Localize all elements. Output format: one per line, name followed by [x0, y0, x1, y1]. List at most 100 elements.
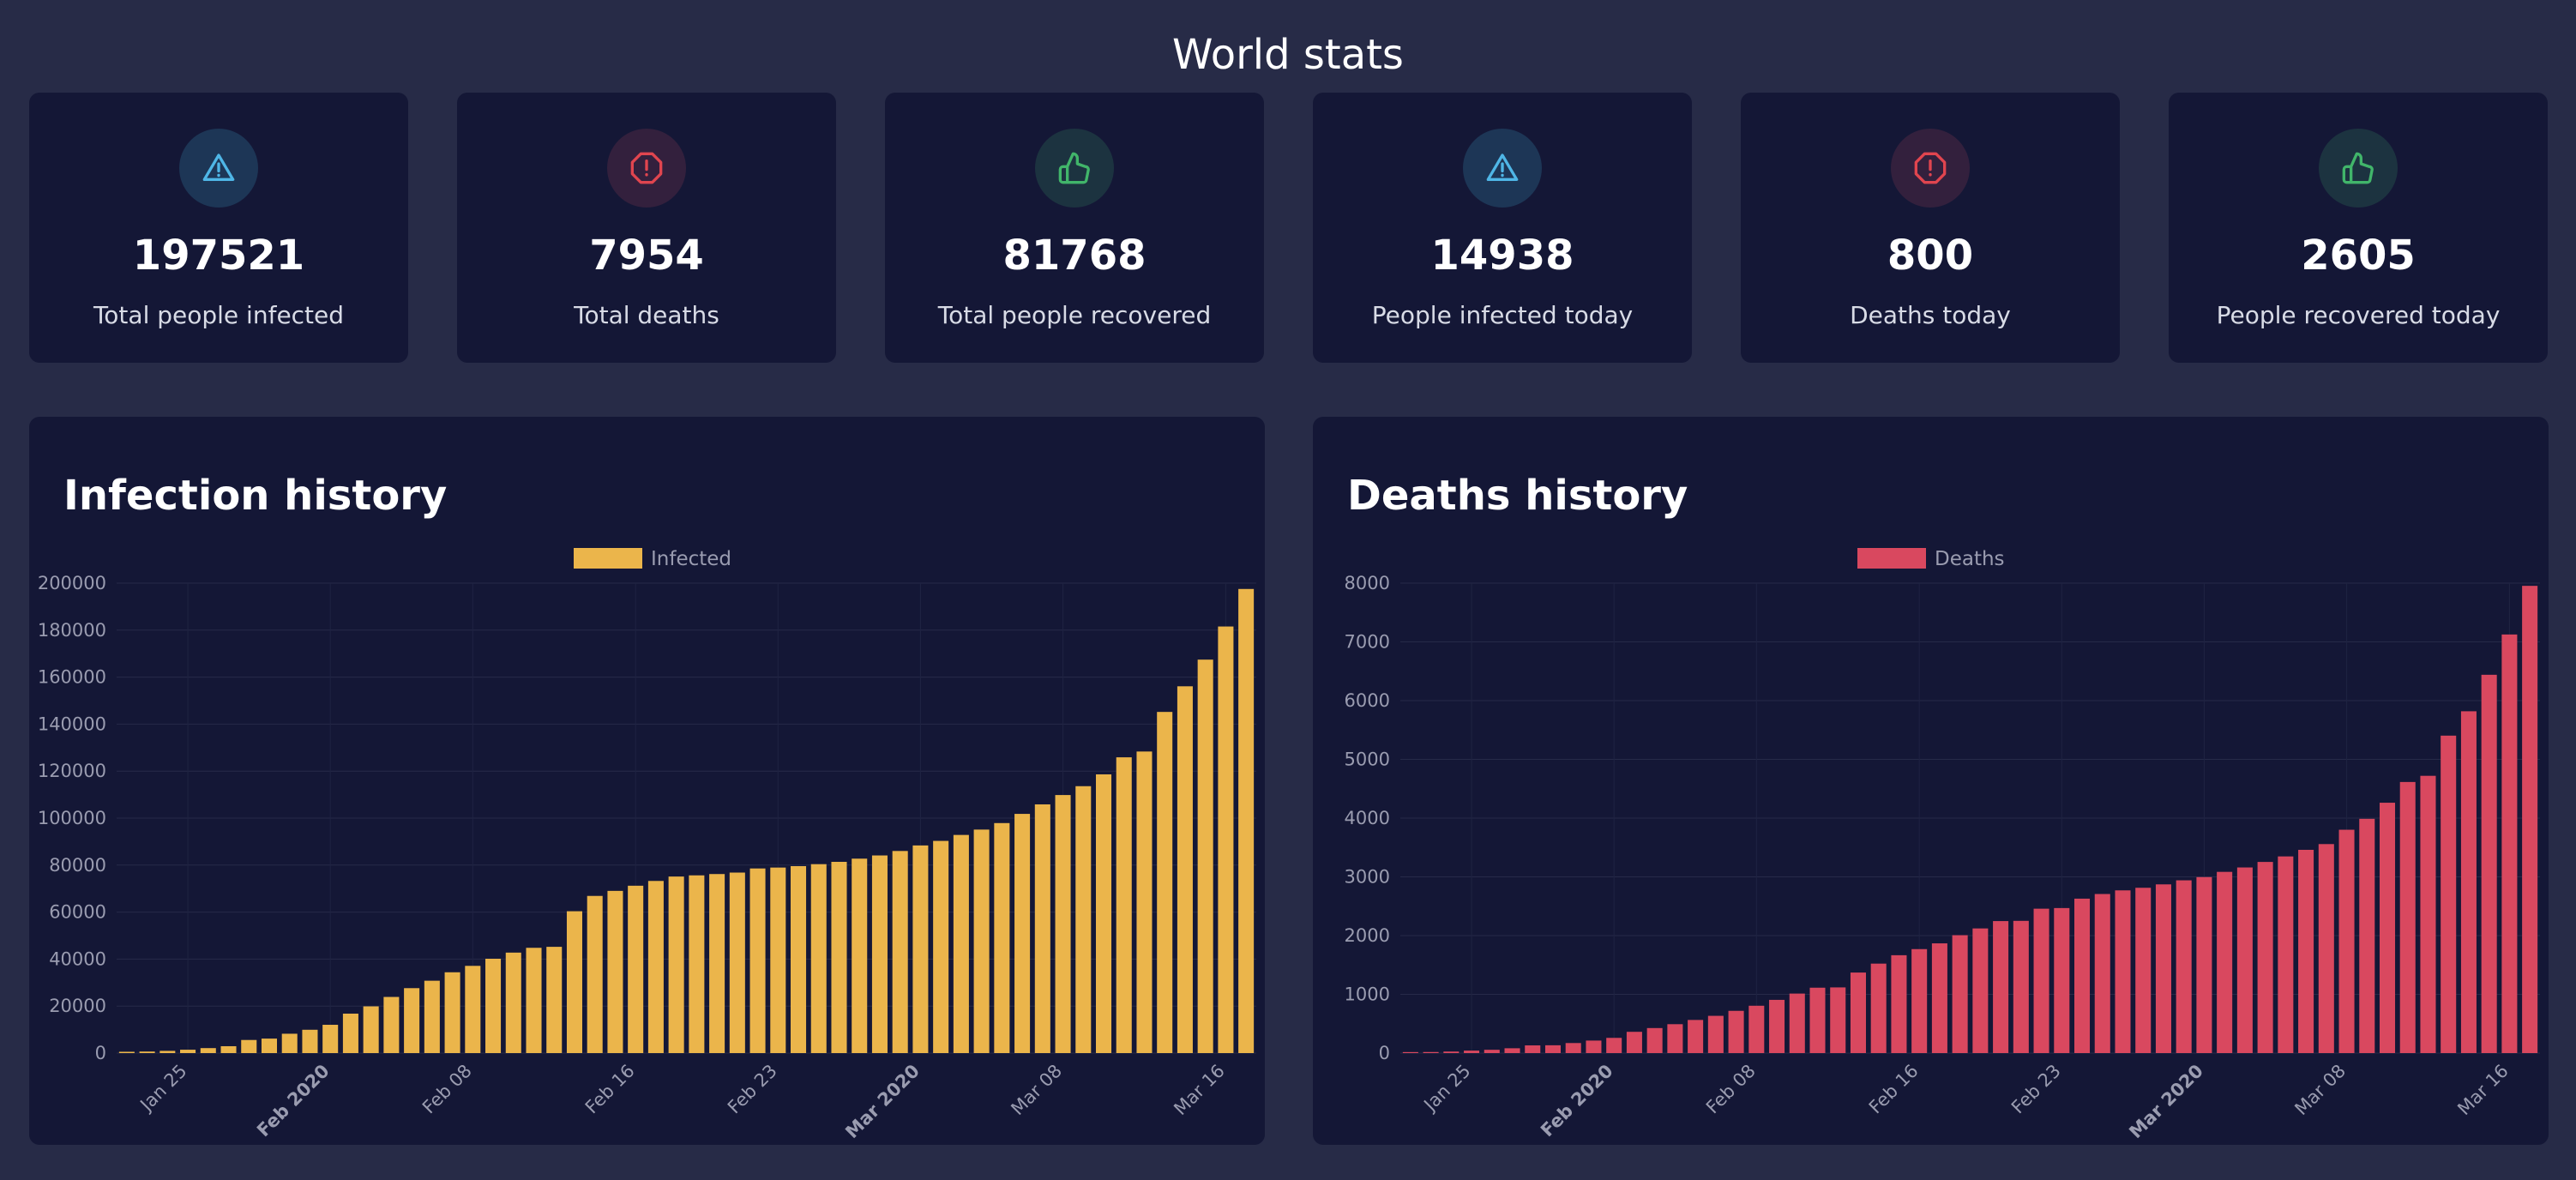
bar[interactable]	[2501, 634, 2518, 1053]
bar[interactable]	[220, 1045, 237, 1053]
bar[interactable]	[526, 948, 542, 1053]
bar[interactable]	[1850, 972, 1866, 1053]
bar[interactable]	[1646, 1027, 1663, 1053]
bar[interactable]	[1157, 712, 1173, 1053]
bar[interactable]	[1993, 921, 2009, 1053]
bar[interactable]	[994, 822, 1010, 1053]
bar[interactable]	[770, 867, 786, 1053]
bar[interactable]	[2094, 894, 2110, 1053]
legend-label[interactable]: Infected	[651, 548, 731, 570]
bar[interactable]	[322, 1025, 339, 1053]
bar[interactable]	[1014, 814, 1031, 1053]
bar[interactable]	[2176, 880, 2192, 1053]
bar[interactable]	[1728, 1010, 1744, 1053]
bar[interactable]	[831, 861, 847, 1053]
legend-label[interactable]: Deaths	[1935, 548, 2005, 570]
bar[interactable]	[241, 1039, 257, 1053]
bar[interactable]	[302, 1029, 318, 1053]
bar[interactable]	[200, 1048, 216, 1053]
bar[interactable]	[566, 911, 582, 1053]
bar[interactable]	[1116, 757, 1132, 1053]
legend-swatch[interactable]	[1857, 548, 1926, 569]
bar[interactable]	[1952, 935, 1968, 1053]
bar[interactable]	[628, 885, 644, 1053]
bar[interactable]	[342, 1014, 358, 1053]
bar[interactable]	[2013, 920, 2029, 1053]
bar[interactable]	[2379, 803, 2396, 1053]
bar[interactable]	[2257, 862, 2273, 1053]
bar[interactable]	[1707, 1015, 1724, 1053]
bar[interactable]	[505, 952, 521, 1053]
bar[interactable]	[2217, 871, 2233, 1053]
bar[interactable]	[1484, 1050, 1500, 1053]
bar[interactable]	[1748, 1005, 1765, 1053]
bar[interactable]	[261, 1039, 278, 1053]
bar[interactable]	[933, 840, 949, 1053]
bar[interactable]	[444, 972, 460, 1053]
bar[interactable]	[2196, 876, 2212, 1053]
bar[interactable]	[647, 881, 664, 1053]
bar[interactable]	[2522, 586, 2538, 1053]
bar[interactable]	[1688, 1020, 1704, 1053]
bar[interactable]	[1218, 626, 1234, 1053]
bar[interactable]	[1197, 659, 1213, 1053]
bar[interactable]	[1464, 1051, 1480, 1053]
bar[interactable]	[2441, 735, 2457, 1053]
bar[interactable]	[1034, 804, 1050, 1053]
bar[interactable]	[363, 1006, 379, 1053]
bar[interactable]	[2338, 829, 2355, 1053]
bar[interactable]	[2033, 908, 2049, 1053]
bar[interactable]	[1891, 954, 1907, 1053]
bar[interactable]	[180, 1050, 196, 1053]
bar[interactable]	[1238, 588, 1255, 1053]
bar[interactable]	[1931, 943, 1947, 1053]
bar[interactable]	[546, 947, 563, 1053]
bar[interactable]	[2420, 775, 2436, 1053]
bar[interactable]	[465, 966, 481, 1053]
bar[interactable]	[424, 980, 440, 1053]
bar[interactable]	[852, 858, 868, 1053]
bar[interactable]	[689, 875, 705, 1053]
bar[interactable]	[709, 874, 725, 1053]
bar[interactable]	[1667, 1024, 1683, 1053]
bar[interactable]	[118, 1051, 135, 1053]
bar[interactable]	[2135, 888, 2152, 1053]
bar[interactable]	[1972, 928, 1989, 1053]
bar[interactable]	[912, 845, 929, 1053]
bar[interactable]	[1789, 993, 1805, 1053]
bar[interactable]	[810, 864, 827, 1053]
bar[interactable]	[607, 890, 623, 1053]
bar[interactable]	[2359, 818, 2375, 1053]
bar[interactable]	[953, 834, 969, 1053]
bar[interactable]	[2074, 898, 2091, 1053]
bar[interactable]	[1136, 751, 1153, 1053]
bar[interactable]	[404, 988, 420, 1053]
bar[interactable]	[1870, 963, 1887, 1053]
bar[interactable]	[2236, 867, 2253, 1053]
bar[interactable]	[1809, 987, 1826, 1053]
bar[interactable]	[668, 876, 684, 1053]
bar[interactable]	[1423, 1051, 1439, 1053]
bar[interactable]	[1586, 1040, 1602, 1053]
bar[interactable]	[1177, 686, 1193, 1053]
bar[interactable]	[1769, 999, 1785, 1053]
bar[interactable]	[1911, 948, 1928, 1053]
bar[interactable]	[1402, 1051, 1418, 1053]
bar[interactable]	[485, 958, 502, 1053]
bar[interactable]	[139, 1051, 155, 1053]
bar[interactable]	[1525, 1045, 1541, 1053]
bar[interactable]	[587, 895, 603, 1053]
bar[interactable]	[1443, 1051, 1460, 1053]
bar[interactable]	[892, 851, 908, 1053]
bar[interactable]	[281, 1033, 298, 1053]
bar[interactable]	[383, 996, 400, 1053]
bar[interactable]	[2460, 711, 2477, 1053]
bar[interactable]	[871, 855, 888, 1053]
bar[interactable]	[1626, 1032, 1642, 1053]
bar[interactable]	[2155, 884, 2171, 1053]
bar[interactable]	[973, 829, 990, 1053]
bar[interactable]	[1606, 1038, 1622, 1053]
bar[interactable]	[1565, 1043, 1581, 1053]
bar[interactable]	[2115, 890, 2131, 1053]
bar[interactable]	[1075, 786, 1092, 1053]
